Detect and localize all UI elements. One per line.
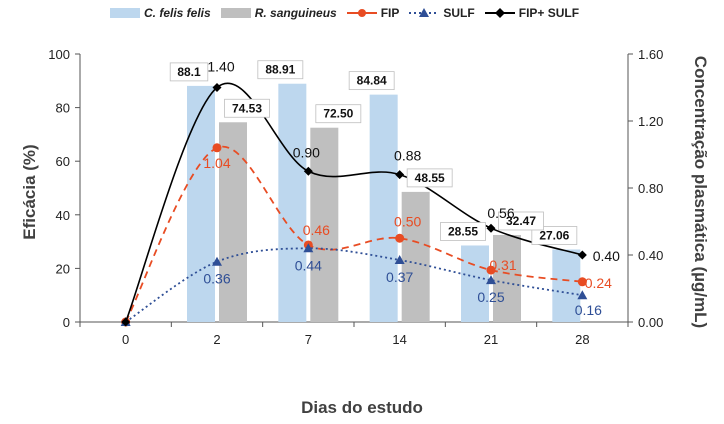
line-value-label: 0.88 bbox=[394, 148, 421, 164]
data-point bbox=[303, 243, 314, 253]
bar bbox=[219, 122, 247, 322]
bar bbox=[278, 83, 307, 323]
line-value-label: 0.31 bbox=[489, 257, 516, 273]
y-tick-label-right: 1.60 bbox=[638, 47, 663, 62]
legend-marker-sulf bbox=[409, 8, 440, 17]
data-point bbox=[394, 255, 405, 265]
line-value-label: 0.44 bbox=[295, 257, 322, 273]
bar-value-box bbox=[531, 226, 578, 245]
bar bbox=[401, 191, 430, 322]
x-tick-label: 0 bbox=[122, 332, 129, 347]
legend-label-fip: FIP bbox=[380, 6, 400, 20]
legend-item-cfelis: C. felis felis bbox=[110, 6, 211, 20]
bar-value-label: 28.55 bbox=[448, 224, 478, 238]
bar-value-label: 72.50 bbox=[323, 107, 353, 121]
y-tick-label-left: 20 bbox=[56, 261, 70, 276]
bar bbox=[310, 127, 339, 322]
data-point bbox=[303, 166, 313, 176]
data-point bbox=[577, 250, 587, 260]
line-value-label: 1.04 bbox=[203, 155, 230, 171]
legend-swatch-rsanguineus bbox=[220, 8, 251, 18]
y-tick-label-left: 60 bbox=[56, 154, 70, 169]
data-labels: 88.1 88.91 84.84 28.55 27.06 74.53 72.50 48.55 3… bbox=[169, 59, 620, 318]
bar-value-box bbox=[440, 222, 486, 241]
y-tick-label-left: 0 bbox=[63, 315, 70, 330]
x-tick-label: 7 bbox=[305, 332, 312, 347]
data-point bbox=[212, 256, 222, 266]
data-point bbox=[212, 143, 222, 153]
line-value-label: 0.40 bbox=[593, 248, 620, 264]
legend-label-cfelis: C. felis felis bbox=[144, 6, 211, 20]
bar-value-label: 84.84 bbox=[357, 74, 387, 88]
line-value-label: 0.56 bbox=[487, 205, 514, 221]
y-tick-label-left: 100 bbox=[48, 47, 70, 62]
legend-item-rsanguineus: R. sanguineus bbox=[220, 6, 337, 20]
bar-value-box bbox=[315, 104, 362, 124]
line-value-label: 0.50 bbox=[394, 213, 421, 229]
y-axis-title-left: Eficácia (%) bbox=[20, 144, 39, 240]
bar bbox=[461, 245, 489, 322]
x-tick-label: 2 bbox=[213, 332, 220, 347]
bar-value-label: 88.1 bbox=[177, 65, 201, 79]
legend-marker-fip bbox=[346, 9, 377, 17]
x-tick-label: 28 bbox=[575, 332, 589, 347]
legend-swatch-cfelis bbox=[110, 8, 140, 18]
legend-label-fipsulf: FIP+ SULF bbox=[518, 6, 580, 20]
bar bbox=[369, 94, 398, 322]
bar-value-box bbox=[224, 98, 270, 118]
bar-value-box bbox=[257, 60, 304, 80]
y-tick-label-left: 80 bbox=[56, 101, 70, 116]
line-value-label: 0.90 bbox=[293, 144, 320, 160]
data-point bbox=[395, 233, 405, 243]
lines bbox=[120, 82, 588, 327]
legend-label-rsanguineus: R. sanguineus bbox=[254, 6, 337, 20]
line-value-label: 0.46 bbox=[303, 222, 330, 238]
data-point bbox=[212, 83, 222, 92]
data-point bbox=[486, 265, 496, 275]
bar bbox=[187, 85, 215, 322]
bar-value-box bbox=[348, 71, 395, 91]
legend-item-fipsulf: FIP+ SULF bbox=[484, 6, 580, 20]
data-point bbox=[121, 317, 131, 327]
x-axis-title: Dias do estudo bbox=[301, 398, 423, 417]
bar-value-label: 32.47 bbox=[506, 214, 536, 228]
x-tick-label: 21 bbox=[484, 332, 498, 347]
line-value-label: 0.24 bbox=[585, 275, 612, 291]
data-point bbox=[577, 290, 588, 300]
bar-value-label: 74.53 bbox=[232, 101, 262, 115]
line-value-label: 1.40 bbox=[207, 59, 234, 75]
line-value-label: 0.25 bbox=[477, 289, 504, 305]
data-point bbox=[486, 223, 496, 233]
data-point bbox=[577, 277, 587, 287]
axes: 0 20 40 60 80 100 0.00 0.40 0.80 1.20 1.60 0 2 7 14 21 2… bbox=[48, 47, 663, 347]
legend: C. felis felis R. sanguineus FIP SULF FI… bbox=[110, 4, 579, 22]
bar-value-label: 27.06 bbox=[539, 228, 569, 242]
bar-value-label: 48.55 bbox=[415, 171, 445, 185]
legend-item-fip: FIP bbox=[346, 6, 400, 20]
data-point bbox=[395, 170, 405, 180]
y-tick-label-right: 1.20 bbox=[638, 114, 663, 129]
bar bbox=[493, 234, 521, 322]
bar-value-box bbox=[169, 62, 209, 82]
line-value-label: 0.36 bbox=[203, 271, 230, 287]
y-tick-label-left: 40 bbox=[56, 208, 70, 223]
bar-value-label: 88.91 bbox=[265, 63, 295, 77]
bars bbox=[187, 83, 581, 323]
y-tick-label-right: 0.40 bbox=[638, 248, 663, 263]
legend-marker-fipsulf bbox=[484, 8, 515, 18]
series-line bbox=[125, 247, 583, 323]
y-axis-title-right: Concentração plasmática (µg/mL) bbox=[691, 55, 710, 329]
data-point bbox=[486, 275, 496, 285]
bar-value-box bbox=[498, 211, 544, 231]
x-tick-label: 14 bbox=[392, 332, 406, 347]
y-tick-label-right: 0.00 bbox=[638, 315, 663, 330]
legend-item-sulf: SULF bbox=[409, 6, 475, 20]
y-tick-label-right: 0.80 bbox=[638, 181, 663, 196]
line-value-label: 0.16 bbox=[575, 302, 602, 318]
legend-label-sulf: SULF bbox=[443, 6, 475, 20]
line-value-label: 0.37 bbox=[386, 269, 413, 285]
bar bbox=[552, 249, 581, 322]
bar-value-box bbox=[406, 168, 453, 188]
